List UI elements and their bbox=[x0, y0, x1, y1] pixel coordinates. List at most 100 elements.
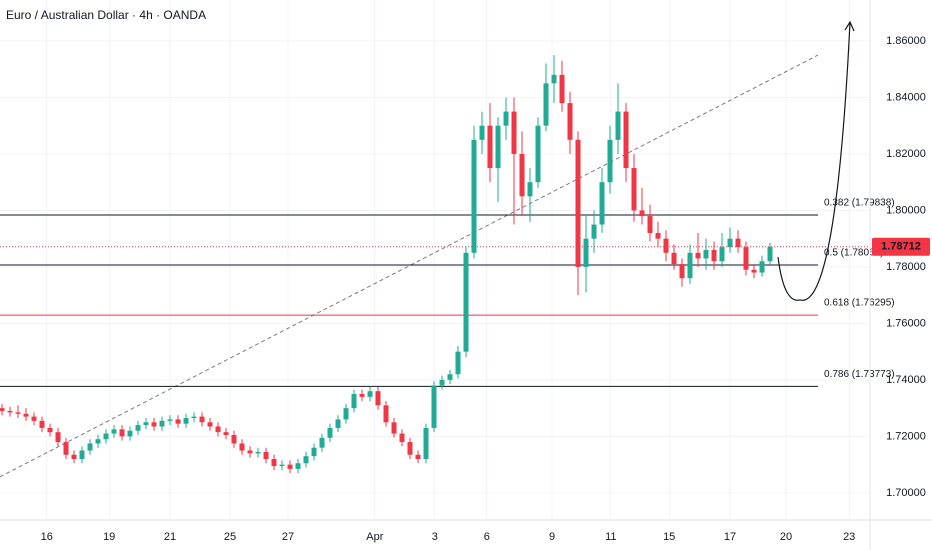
candle-body bbox=[759, 261, 765, 273]
x-tick-label: 27 bbox=[282, 531, 294, 543]
candle-body bbox=[183, 418, 189, 424]
candle-body bbox=[327, 427, 333, 438]
y-tick-label: 1.70000 bbox=[886, 487, 926, 499]
candle-body bbox=[703, 249, 709, 259]
candle-body bbox=[335, 419, 341, 428]
candle-body bbox=[87, 443, 93, 451]
candle-body bbox=[423, 427, 429, 459]
candle-body bbox=[359, 394, 365, 397]
candle-body bbox=[247, 450, 253, 454]
candle-body bbox=[271, 458, 277, 467]
candle-body bbox=[487, 125, 493, 169]
candle-body bbox=[663, 238, 669, 253]
x-tick-label: 19 bbox=[103, 531, 115, 543]
candle-body bbox=[735, 238, 741, 248]
x-tick-label: 11 bbox=[605, 531, 616, 543]
candle-body bbox=[463, 252, 469, 352]
candle-body bbox=[391, 422, 397, 434]
candle-body bbox=[711, 249, 717, 262]
candle-body bbox=[719, 247, 725, 262]
candle-body bbox=[679, 264, 685, 279]
axes: 1.70000 1.72000 1.74000 1.76000 1.78000 1.800… bbox=[41, 35, 930, 543]
candle-body bbox=[503, 111, 509, 126]
candle-body bbox=[519, 153, 525, 197]
candle-body bbox=[151, 422, 157, 427]
candle-body bbox=[375, 391, 381, 406]
candle-body bbox=[495, 125, 501, 169]
candle-body bbox=[303, 456, 309, 464]
y-tick-label: 1.78000 bbox=[886, 261, 926, 273]
candle-body bbox=[223, 432, 229, 435]
x-tick-label: 16 bbox=[41, 531, 53, 543]
x-tick-label: 15 bbox=[663, 531, 675, 543]
candle-body bbox=[607, 139, 613, 183]
candle-body bbox=[535, 125, 541, 183]
y-tick-label: 1.80000 bbox=[886, 204, 926, 216]
candle-body bbox=[583, 238, 589, 267]
candle-body bbox=[127, 430, 133, 437]
candle-body bbox=[559, 74, 565, 104]
last-price-tag bbox=[872, 237, 930, 256]
candle-body bbox=[103, 433, 109, 440]
candle-body bbox=[15, 412, 21, 414]
candle-body bbox=[727, 238, 733, 248]
candle-body bbox=[591, 224, 597, 239]
candle-body bbox=[751, 269, 757, 273]
candle-body bbox=[47, 427, 53, 433]
candle-body bbox=[167, 419, 173, 421]
candle-body bbox=[31, 416, 37, 421]
candle-body bbox=[383, 405, 389, 423]
candle-body bbox=[615, 111, 621, 140]
candle-body bbox=[479, 125, 485, 140]
candle-body bbox=[647, 216, 653, 234]
candle-body bbox=[599, 182, 605, 225]
candle-body bbox=[63, 442, 69, 455]
candle-body bbox=[263, 451, 269, 459]
candle-body bbox=[143, 422, 149, 426]
candle-body bbox=[199, 416, 205, 423]
candle-body bbox=[255, 451, 261, 454]
candle-body bbox=[567, 103, 573, 140]
fib-level-label: 0.618 (1.76295) bbox=[824, 298, 895, 309]
candle-body bbox=[455, 351, 461, 375]
grid bbox=[0, 0, 870, 520]
candle-body bbox=[135, 425, 141, 431]
candle-body bbox=[295, 463, 301, 469]
candle-body bbox=[239, 443, 245, 451]
candle-body bbox=[623, 111, 629, 169]
candle-body bbox=[367, 391, 373, 397]
chart-title: Euro / Australian Dollar · 4h · OANDA bbox=[6, 8, 206, 22]
y-tick-label: 1.86000 bbox=[886, 35, 926, 47]
candle-body bbox=[191, 416, 197, 419]
candle-body bbox=[343, 408, 349, 420]
candle-body bbox=[287, 464, 293, 469]
candle-body bbox=[655, 233, 661, 239]
candle-body bbox=[71, 454, 77, 459]
candle-body bbox=[159, 420, 165, 427]
candle-body bbox=[695, 252, 701, 259]
y-tick-label: 1.82000 bbox=[886, 148, 926, 160]
trendline bbox=[0, 54, 819, 478]
candle-body bbox=[207, 422, 213, 427]
x-tick-label: 20 bbox=[780, 531, 792, 543]
x-tick-label: 25 bbox=[224, 531, 236, 543]
candle-body bbox=[639, 210, 645, 217]
candle-body bbox=[439, 379, 445, 386]
candle-body bbox=[687, 252, 693, 279]
candle-body bbox=[55, 432, 61, 443]
candle-body bbox=[95, 439, 101, 444]
candle-body bbox=[471, 139, 477, 253]
candle-body bbox=[279, 464, 285, 467]
candle-body bbox=[631, 168, 637, 211]
candle-body bbox=[575, 139, 581, 267]
candle-body bbox=[743, 247, 749, 270]
x-tick-label: 9 bbox=[549, 531, 555, 543]
y-tick-label: 1.76000 bbox=[886, 317, 926, 329]
candle-body bbox=[119, 429, 125, 437]
fib-level-label: 0.382 (1.79838) bbox=[824, 198, 895, 209]
candle-body bbox=[23, 413, 29, 417]
candle-body bbox=[407, 442, 413, 455]
projection-arrowhead bbox=[844, 20, 855, 32]
candle-body bbox=[319, 437, 325, 448]
